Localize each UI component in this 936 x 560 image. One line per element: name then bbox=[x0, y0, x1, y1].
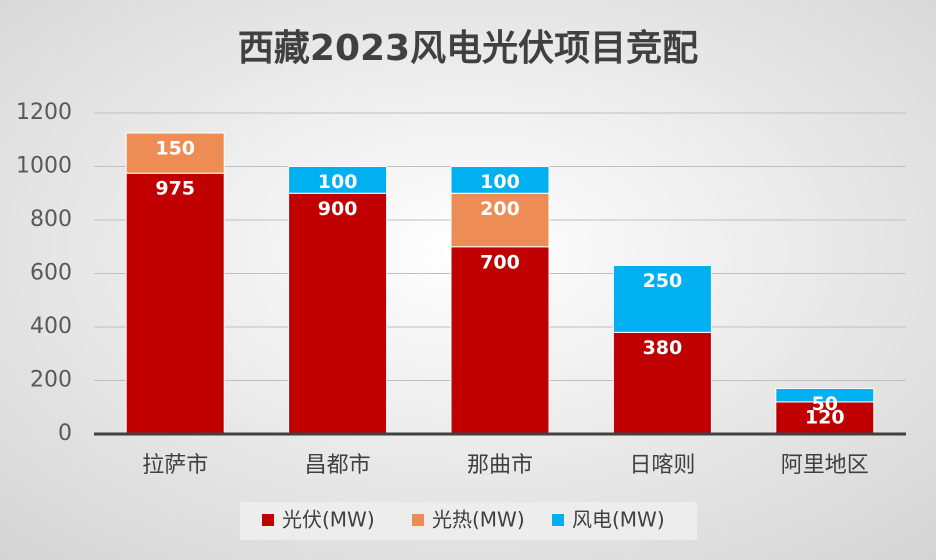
legend-swatch bbox=[552, 514, 564, 526]
y-tick-label: 0 bbox=[58, 421, 72, 446]
bar-segment bbox=[450, 192, 550, 248]
legend-label: 光热(MW) bbox=[432, 508, 525, 532]
data-label: 100 bbox=[318, 171, 358, 193]
legend-label: 光伏(MW) bbox=[282, 508, 375, 532]
legend-box bbox=[240, 502, 697, 540]
y-tick-label: 200 bbox=[30, 368, 72, 393]
bar-segment bbox=[450, 166, 550, 194]
data-label: 50 bbox=[812, 393, 838, 415]
bar-segment bbox=[775, 401, 875, 435]
y-tick-label: 400 bbox=[30, 314, 72, 339]
data-label: 380 bbox=[643, 337, 683, 359]
y-tick-label: 800 bbox=[30, 207, 72, 232]
bar-segment bbox=[612, 331, 712, 435]
data-label: 100 bbox=[480, 171, 520, 193]
x-tick-label: 拉萨市 bbox=[142, 453, 208, 478]
data-label: 250 bbox=[643, 270, 683, 292]
data-label: 150 bbox=[155, 138, 195, 160]
x-tick-label: 那曲市 bbox=[467, 453, 533, 478]
y-tick-label: 1000 bbox=[16, 154, 72, 179]
legend-label: 风电(MW) bbox=[572, 508, 665, 532]
x-tick-label: 日喀则 bbox=[629, 453, 695, 478]
bar-segment bbox=[775, 388, 875, 403]
bar-segment bbox=[288, 166, 388, 194]
x-tick-label: 昌都市 bbox=[305, 453, 371, 478]
x-tick-label: 阿里地区 bbox=[781, 453, 869, 478]
y-tick-label: 1200 bbox=[16, 100, 72, 125]
bar-segment bbox=[288, 192, 388, 435]
bar-segment bbox=[125, 172, 225, 435]
data-label: 975 bbox=[155, 178, 195, 200]
chart-title: 西藏2023风电光伏项目竞配 bbox=[238, 28, 698, 69]
data-label: 120 bbox=[805, 406, 845, 428]
bar-segment bbox=[125, 132, 225, 174]
legend-swatch bbox=[412, 514, 424, 526]
legend-swatch bbox=[262, 514, 274, 526]
data-label: 900 bbox=[318, 198, 358, 220]
y-tick-label: 600 bbox=[30, 261, 72, 286]
data-label: 200 bbox=[480, 198, 520, 220]
bar-segment bbox=[450, 246, 550, 435]
bar-segment bbox=[612, 264, 712, 333]
data-label: 700 bbox=[480, 251, 520, 273]
